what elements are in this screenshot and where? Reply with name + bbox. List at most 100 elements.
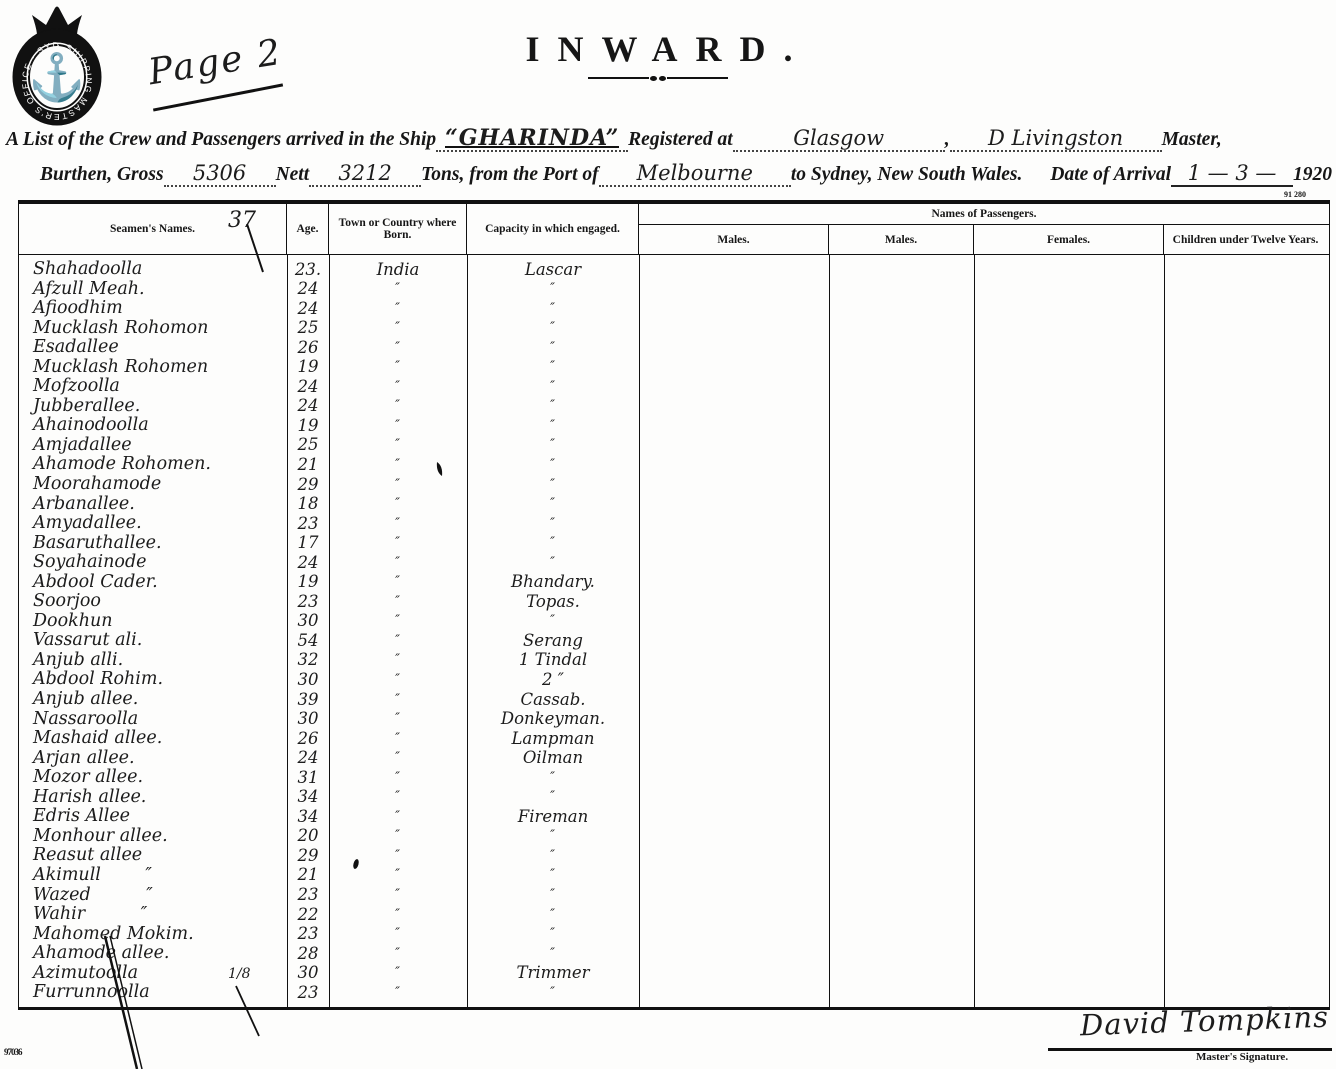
- table-row: Amyadallee. 23 ″ ″: [19, 513, 1329, 533]
- master-name-field[interactable]: D Livingston: [949, 126, 1162, 152]
- seaman-capacity: ″: [550, 906, 556, 922]
- seaman-capacity: ″: [550, 378, 556, 394]
- arrival-date-field[interactable]: 1 — 3 —: [1171, 163, 1293, 187]
- nett-tons-field[interactable]: 3212: [309, 163, 422, 187]
- seaman-birthplace: ″: [395, 515, 401, 531]
- table-row: Soyahainode 24 ″ ″: [19, 552, 1329, 572]
- seaman-birthplace: ″: [395, 281, 401, 297]
- seaman-birthplace: ″: [395, 359, 401, 375]
- list-prefix-label: A List of the Crew and Passengers arrive…: [6, 129, 437, 150]
- port-field[interactable]: Melbourne: [598, 163, 791, 187]
- seaman-age: 28: [297, 943, 319, 963]
- seaman-capacity: Cassab.: [520, 689, 586, 709]
- table-row: Mozor allee. 31 ″ ″: [19, 767, 1329, 787]
- page-title: INWARD.: [525, 29, 811, 69]
- seaman-age: 23.: [294, 259, 322, 279]
- master-name-value: D Livingston: [988, 126, 1124, 150]
- seaman-name: Amjadallee: [33, 434, 132, 455]
- seaman-birthplace: ″: [395, 593, 401, 609]
- seaman-age: 30: [297, 963, 319, 983]
- seaman-name: Mucklash Rohomon: [33, 317, 209, 338]
- table-row: Vassarut ali. 54 ″ Serang: [19, 630, 1329, 650]
- seaman-birthplace: ″: [395, 339, 401, 355]
- seaman-capacity: ″: [550, 847, 556, 863]
- seaman-name: Dookhun: [33, 610, 113, 631]
- seaman-age: 23: [297, 591, 319, 611]
- seaman-capacity: Trimmer: [516, 963, 590, 983]
- seaman-capacity: ″: [550, 828, 556, 844]
- seaman-capacity: ″: [550, 496, 556, 512]
- table-row: Nassaroolla 30 ″ Donkeyman.: [19, 709, 1329, 729]
- table-row: Wazed ″ 23 ″ ″: [19, 885, 1329, 905]
- seaman-birthplace: ″: [395, 945, 401, 961]
- seaman-age: 24: [297, 298, 319, 318]
- seaman-birthplace: ″: [395, 789, 401, 805]
- col-header-capacity: Capacity in which engaged.: [467, 204, 639, 254]
- registered-at-value: Glasgow: [793, 126, 885, 150]
- seaman-name: Nassaroolla: [33, 708, 139, 729]
- seaman-name: Monhour allee.: [33, 825, 168, 846]
- seaman-capacity: ″: [550, 535, 556, 551]
- arrival-label: Date of Arrival: [1050, 164, 1171, 185]
- seaman-birthplace: ″: [395, 965, 401, 981]
- table-row: Harish allee. 34 ″ ″: [19, 787, 1329, 807]
- seaman-name: Wazed ″: [33, 884, 153, 905]
- ship-name-value: “GHARINDA”: [445, 125, 620, 151]
- seaman-capacity: ″: [550, 398, 556, 414]
- ship-name-field[interactable]: “GHARINDA”: [436, 125, 629, 152]
- seaman-capacity: Lascar: [524, 259, 582, 279]
- seaman-age: 24: [297, 279, 319, 299]
- seaman-age: 30: [297, 669, 319, 689]
- seaman-birthplace: ″: [395, 691, 401, 707]
- seaman-capacity: ″: [550, 320, 556, 336]
- seaman-capacity: Donkeyman.: [500, 709, 606, 729]
- seaman-name: Afzull Meah.: [33, 278, 145, 299]
- seaman-birthplace: ″: [395, 652, 401, 668]
- col-header-males-2: Males.: [829, 225, 974, 254]
- seaman-name: Esadallee: [33, 337, 119, 358]
- seaman-birthplace: ″: [395, 496, 401, 512]
- seaman-name: Mahomed Mokim.: [33, 923, 194, 944]
- seaman-name: Shahadoolla: [33, 259, 143, 279]
- seaman-capacity: ″: [550, 359, 556, 375]
- seaman-capacity: ″: [550, 613, 556, 629]
- master-signature-handwritten: David Tompkins: [1079, 999, 1330, 1043]
- seaman-birthplace: ″: [395, 378, 401, 394]
- table-row: Basaruthallee. 17 ″ ″: [19, 533, 1329, 553]
- table-row: Wahir ″ 22 ″ ″: [19, 904, 1329, 924]
- seaman-birthplace: ″: [395, 554, 401, 570]
- table-row: Shahadoolla 23. India Lascar: [19, 259, 1329, 279]
- seaman-age: 21: [297, 865, 319, 885]
- seaman-name: Mozor allee.: [33, 767, 144, 788]
- col-header-passengers: Names of Passengers.: [639, 204, 1329, 225]
- table-row: Amjadallee 25 ″ ″: [19, 435, 1329, 455]
- seaman-name: Akimull ″: [33, 864, 152, 885]
- seaman-birthplace: ″: [395, 320, 401, 336]
- seaman-capacity: 2 ″: [542, 669, 564, 689]
- seaman-birthplace: ″: [395, 750, 401, 766]
- seaman-capacity: ″: [550, 281, 556, 297]
- seaman-name: Ahamode Rohomen.: [33, 454, 211, 475]
- seaman-name: Amyadallee.: [33, 513, 142, 534]
- seaman-age: 19: [297, 415, 319, 435]
- seaman-name: Reasut allee: [33, 845, 143, 866]
- seaman-age: 23: [297, 513, 319, 533]
- seaman-capacity: Fireman: [517, 806, 589, 826]
- seaman-birthplace: ″: [395, 456, 401, 472]
- seaman-birthplace: ″: [395, 398, 401, 414]
- gross-tons-field[interactable]: 5306: [163, 163, 276, 187]
- table-row: Afzull Meah. 24 ″ ″: [19, 279, 1329, 299]
- arrival-year: 1920: [1293, 164, 1332, 185]
- seaman-capacity: ″: [550, 554, 556, 570]
- seaman-age: 34: [297, 787, 319, 807]
- seaman-age: 25: [297, 318, 319, 338]
- table-row: Ahainodoolla 19 ″ ″: [19, 415, 1329, 435]
- seaman-age: 26: [297, 728, 319, 748]
- seaman-capacity: ″: [550, 476, 556, 492]
- seaman-birthplace: ″: [395, 671, 401, 687]
- seaman-birthplace: ″: [395, 769, 401, 785]
- seaman-capacity: ″: [550, 437, 556, 453]
- seaman-birthplace: ″: [395, 828, 401, 844]
- registered-at-field[interactable]: Glasgow: [732, 126, 945, 152]
- seaman-age: 23: [297, 885, 319, 904]
